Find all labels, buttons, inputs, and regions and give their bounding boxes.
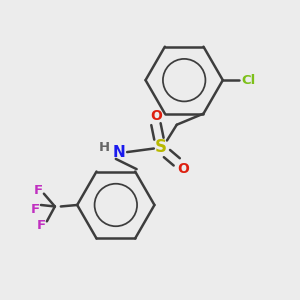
- Text: F: F: [34, 184, 43, 196]
- Text: F: F: [31, 203, 40, 216]
- Text: H: H: [99, 141, 110, 154]
- Text: O: O: [150, 110, 162, 123]
- Text: O: O: [177, 162, 189, 176]
- Text: F: F: [37, 219, 46, 232]
- Text: S: S: [154, 138, 166, 156]
- Text: N: N: [112, 146, 125, 160]
- Text: Cl: Cl: [241, 74, 256, 87]
